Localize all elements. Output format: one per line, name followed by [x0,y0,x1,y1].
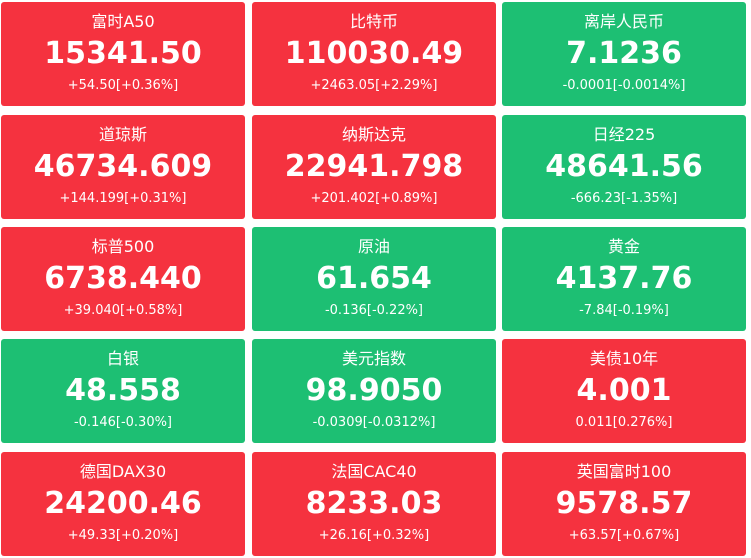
quote-tile-us-10y-treasury[interactable]: 美债10年 4.001 0.011[0.276%] [502,339,746,443]
quote-name: 比特币 [349,12,398,31]
quote-name: 富时A50 [91,12,155,31]
quote-change: 0.011[0.276%] [575,415,673,430]
quote-change: +2463.05[+2.29%] [310,78,438,93]
quote-name: 白银 [106,349,139,368]
quote-change: +39.040[+0.58%] [63,303,183,318]
quote-tile-nikkei-225[interactable]: 日经225 48641.56 -666.23[-1.35%] [502,115,746,219]
quote-change: +26.16[+0.32%] [318,528,430,543]
quote-price: 24200.46 [44,486,202,521]
quote-change: -7.84[-0.19%] [579,303,669,318]
quote-name: 黄金 [607,237,640,256]
quote-tile-dow-jones[interactable]: 道琼斯 46734.609 +144.199[+0.31%] [1,115,245,219]
quote-price: 61.654 [316,261,432,296]
quote-name: 德国DAX30 [79,462,167,481]
quote-tile-silver[interactable]: 白银 48.558 -0.146[-0.30%] [1,339,245,443]
quote-change: +201.402[+0.89%] [310,191,438,206]
quote-name: 英国富时100 [576,462,672,481]
quote-name: 纳斯达克 [341,125,406,144]
quote-name: 日经225 [592,125,656,144]
quote-price: 98.9050 [305,373,443,408]
quote-price: 4.001 [576,373,672,408]
quote-price: 22941.798 [284,149,464,184]
quote-name: 原油 [357,237,390,256]
quote-name: 美元指数 [341,349,406,368]
quote-change: -0.0309[-0.0312%] [312,415,436,430]
quote-name: 标普500 [91,237,155,256]
quote-change: +63.57[+0.67%] [568,528,680,543]
quote-price: 9578.57 [555,486,693,521]
quote-name: 法国CAC40 [331,462,417,481]
quote-change: +144.199[+0.31%] [59,191,187,206]
quote-price: 15341.50 [44,36,202,71]
quote-name: 离岸人民币 [583,12,664,31]
quote-change: -0.136[-0.22%] [324,303,424,318]
quote-tile-gold[interactable]: 黄金 4137.76 -7.84[-0.19%] [502,227,746,331]
quote-price: 8233.03 [305,486,443,521]
quote-price: 48641.56 [545,149,703,184]
quote-price: 110030.49 [284,36,464,71]
quote-price: 7.1236 [566,36,682,71]
quote-tile-dollar-index[interactable]: 美元指数 98.9050 -0.0309[-0.0312%] [252,339,496,443]
quote-tile-dax30[interactable]: 德国DAX30 24200.46 +49.33[+0.20%] [1,452,245,556]
quote-tile-ftse-100[interactable]: 英国富时100 9578.57 +63.57[+0.67%] [502,452,746,556]
quote-tile-offshore-rmb[interactable]: 离岸人民币 7.1236 -0.0001[-0.0014%] [502,2,746,106]
quote-change: +49.33[+0.20%] [67,528,179,543]
quote-price: 46734.609 [33,149,213,184]
quote-tile-cac40[interactable]: 法国CAC40 8233.03 +26.16[+0.32%] [252,452,496,556]
quote-change: -666.23[-1.35%] [570,191,678,206]
quote-tile-ftse-china-a50[interactable]: 富时A50 15341.50 +54.50[+0.36%] [1,2,245,106]
quote-tile-sp500[interactable]: 标普500 6738.440 +39.040[+0.58%] [1,227,245,331]
quote-change: -0.146[-0.30%] [73,415,173,430]
quote-tile-bitcoin[interactable]: 比特币 110030.49 +2463.05[+2.29%] [252,2,496,106]
quote-name: 美债10年 [589,349,659,368]
quote-change: +54.50[+0.36%] [67,78,179,93]
quote-tile-crude-oil[interactable]: 原油 61.654 -0.136[-0.22%] [252,227,496,331]
quote-price: 48.558 [65,373,181,408]
quote-price: 6738.440 [44,261,202,296]
quote-name: 道琼斯 [98,125,147,144]
quote-change: -0.0001[-0.0014%] [562,78,686,93]
quote-price: 4137.76 [555,261,693,296]
quote-tile-nasdaq[interactable]: 纳斯达克 22941.798 +201.402[+0.89%] [252,115,496,219]
